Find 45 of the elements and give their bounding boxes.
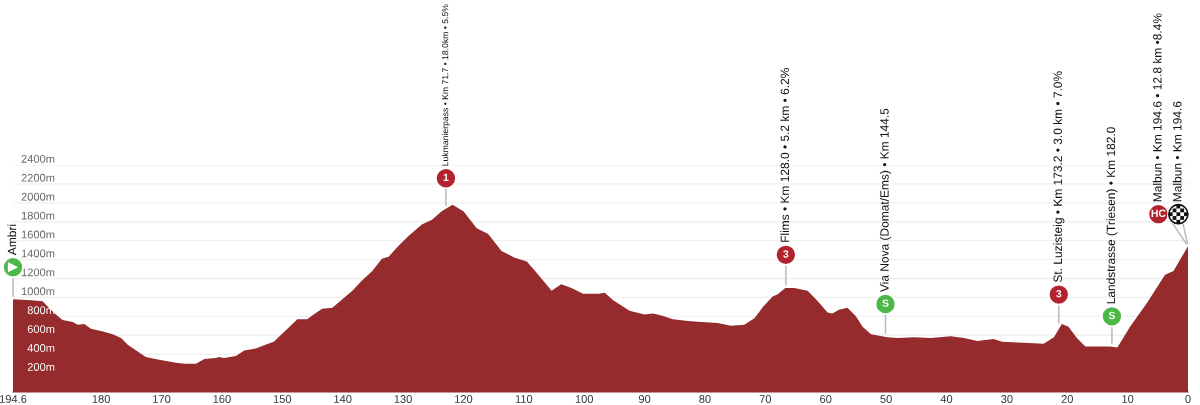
- x-tick-label: 110: [515, 395, 533, 403]
- x-tick-label: 150: [273, 395, 292, 403]
- annotation: Ambri: [7, 224, 17, 256]
- x-tick-label: 50: [880, 395, 892, 403]
- y-tick-label: 1600m: [21, 230, 55, 239]
- x-tick-label: 180: [92, 395, 110, 403]
- y-tick-label: 2200m: [21, 173, 55, 182]
- x-tick-label: 60: [820, 395, 832, 403]
- x-tick-label: 90: [638, 395, 651, 403]
- x-tick-label: 194.6: [0, 395, 27, 403]
- annotation: St. Luzisteig • Km 173.2 • 3.0 km • 7.0%: [1053, 71, 1065, 283]
- annotation: 1: [443, 173, 449, 181]
- y-tick-label: 1400m: [21, 249, 55, 258]
- y-tick-label: 600m: [27, 325, 55, 334]
- x-tick-label: 70: [759, 395, 772, 403]
- annotation: Via Nova (Domat/Ems) • Km 144.5: [879, 108, 892, 292]
- x-tick-label: 100: [575, 395, 594, 403]
- x-tick-label: 140: [334, 395, 352, 403]
- x-tick-label: 10: [1122, 395, 1134, 403]
- y-tick-label: 1000m: [21, 287, 55, 296]
- y-tick-label: 2000m: [21, 192, 55, 201]
- x-tick-label: 120: [455, 395, 473, 403]
- annotation: S: [1108, 311, 1115, 320]
- x-tick-label: 130: [394, 395, 412, 403]
- x-tick-label: 0: [1185, 395, 1191, 403]
- y-tick-label: 1200m: [21, 268, 55, 277]
- y-tick-label: 400m: [27, 344, 55, 352]
- annotation: S: [882, 299, 889, 307]
- annotation: Malbun • Km 194.6: [1172, 101, 1182, 202]
- annotation: Malbun • Km 194.6 • 12.8 km •8.4%: [1152, 13, 1162, 202]
- x-tick-label: 80: [699, 395, 711, 403]
- annotation: HC: [1151, 209, 1166, 217]
- annotation: Flims • Km 128.0 • 5.2 km • 6.2%: [780, 68, 790, 242]
- x-tick-label: 40: [940, 395, 953, 403]
- annotation: 3: [1056, 290, 1062, 298]
- x-tick-label: 30: [1001, 395, 1013, 403]
- annotation: Landstrasse (Triesen) • Km 182.0: [1106, 127, 1118, 304]
- annotation: 3: [783, 250, 789, 258]
- x-tick-label: 160: [213, 395, 231, 403]
- x-tick-label: 20: [1061, 395, 1073, 403]
- x-tick-label: 170: [153, 395, 171, 403]
- y-tick-label: 1800m: [21, 211, 55, 220]
- y-tick-label: 200m: [27, 363, 55, 371]
- annotation: Lukmanierpass • Km 71.7 • 18.0km • 5.5%: [441, 4, 450, 166]
- y-tick-label: 2400m: [21, 154, 55, 163]
